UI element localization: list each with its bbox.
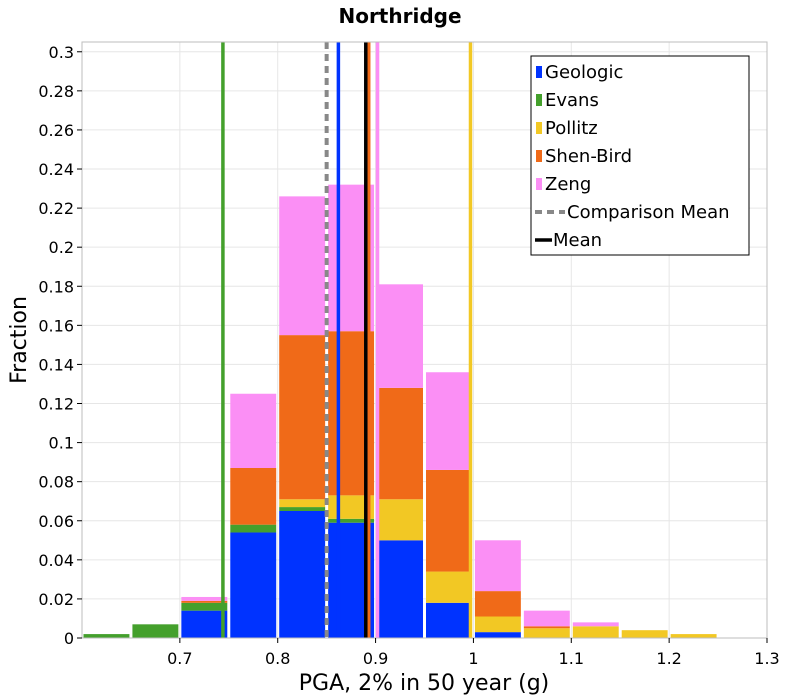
bar-geologic xyxy=(474,632,521,638)
x-axis-title: PGA, 2% in 50 year (g) xyxy=(299,671,550,696)
bar-evans xyxy=(328,518,375,523)
bar-shen-bird xyxy=(230,467,277,525)
bar-geologic xyxy=(279,510,326,638)
chart-title: Northridge xyxy=(338,4,461,28)
vertical-lines xyxy=(221,42,473,638)
legend-evans-swatch xyxy=(536,94,542,106)
bar-zeng xyxy=(426,372,472,470)
legend-shen-bird-swatch xyxy=(536,150,542,162)
y-axis-title: Fraction xyxy=(7,296,32,384)
bar-zeng xyxy=(474,540,521,592)
y-tick-label: 0.1 xyxy=(49,434,74,453)
y-tick-label: 0 xyxy=(64,629,74,648)
legend: Geologic Evans Pollitz Shen-Bird Zeng Compari… xyxy=(530,55,750,256)
bar-pollitz xyxy=(670,634,717,638)
legend-box xyxy=(530,55,750,256)
bar-geologic xyxy=(181,610,228,638)
y-axis-ticks: 0 0.02 0.04 0.06 0.08 0.1 0.12 0.14 0.16 0.18 0.2 0… xyxy=(38,43,82,648)
bar-zeng xyxy=(523,610,570,627)
y-tick-label: 0.06 xyxy=(38,512,74,531)
y-tick-label: 0.3 xyxy=(49,43,74,62)
bars xyxy=(83,184,717,638)
bar-shen-bird xyxy=(377,387,423,500)
bar-pollitz xyxy=(621,630,668,638)
legend-zeng-swatch xyxy=(536,178,542,190)
bar-evans xyxy=(83,634,130,638)
legend-pollitz-swatch xyxy=(536,122,542,134)
legend-comparison-mean-label: Comparison Mean xyxy=(567,202,730,223)
y-tick-label: 0.04 xyxy=(38,551,74,570)
x-tick-label: 1.3 xyxy=(754,649,779,668)
bar-pollitz xyxy=(474,616,521,633)
y-tick-label: 0.22 xyxy=(38,199,74,218)
legend-pollitz-label: Pollitz xyxy=(545,118,598,139)
bar-pollitz xyxy=(523,628,570,638)
bar-evans xyxy=(132,624,179,638)
bar-pollitz xyxy=(572,626,619,638)
bar-shen-bird xyxy=(426,469,472,572)
bar-zeng xyxy=(279,196,326,336)
legend-geologic-swatch xyxy=(536,66,542,78)
x-tick-label: 0.8 xyxy=(265,649,290,668)
x-axis-ticks: 0.7 0.8 0.9 1 1.1 1.2 1.3 xyxy=(167,638,780,668)
bar-geologic xyxy=(377,540,423,638)
plot-border xyxy=(81,41,768,639)
bar-pollitz xyxy=(377,499,423,541)
bar-zeng xyxy=(377,284,423,388)
bar-shen-bird xyxy=(181,600,228,603)
bar-shen-bird xyxy=(523,626,570,629)
bar-zeng xyxy=(230,393,277,468)
y-tick-label: 0.2 xyxy=(49,238,74,257)
bar-geologic xyxy=(426,602,472,638)
y-tick-label: 0.28 xyxy=(38,82,74,101)
bar-evans xyxy=(181,602,228,611)
x-tick-label: 0.7 xyxy=(167,649,192,668)
y-tick-label: 0.18 xyxy=(38,277,74,296)
y-tick-label: 0.02 xyxy=(38,590,74,609)
bar-geologic xyxy=(230,532,277,638)
y-tick-label: 0.16 xyxy=(38,316,74,335)
x-tick-label: 1 xyxy=(468,649,478,668)
bar-zeng xyxy=(181,596,228,601)
legend-mean-label: Mean xyxy=(553,230,602,251)
bar-pollitz xyxy=(426,571,472,603)
legend-geologic-label: Geologic xyxy=(545,62,623,83)
bar-zeng xyxy=(572,622,619,627)
legend-shen-bird-label: Shen-Bird xyxy=(545,146,632,167)
legend-evans-label: Evans xyxy=(545,90,599,111)
bar-evans xyxy=(230,524,277,533)
y-tick-label: 0.24 xyxy=(38,160,74,179)
bar-pollitz xyxy=(279,499,326,508)
y-tick-label: 0.12 xyxy=(38,395,74,414)
x-tick-label: 1.2 xyxy=(656,649,681,668)
bar-shen-bird xyxy=(474,591,521,617)
legend-zeng-label: Zeng xyxy=(545,174,591,195)
y-tick-label: 0.14 xyxy=(38,355,74,374)
y-tick-label: 0.26 xyxy=(38,121,74,140)
x-tick-label: 0.9 xyxy=(363,649,388,668)
bar-shen-bird xyxy=(279,335,326,500)
y-tick-label: 0.08 xyxy=(38,473,74,492)
bar-evans xyxy=(279,507,326,511)
x-tick-label: 1.1 xyxy=(559,649,584,668)
